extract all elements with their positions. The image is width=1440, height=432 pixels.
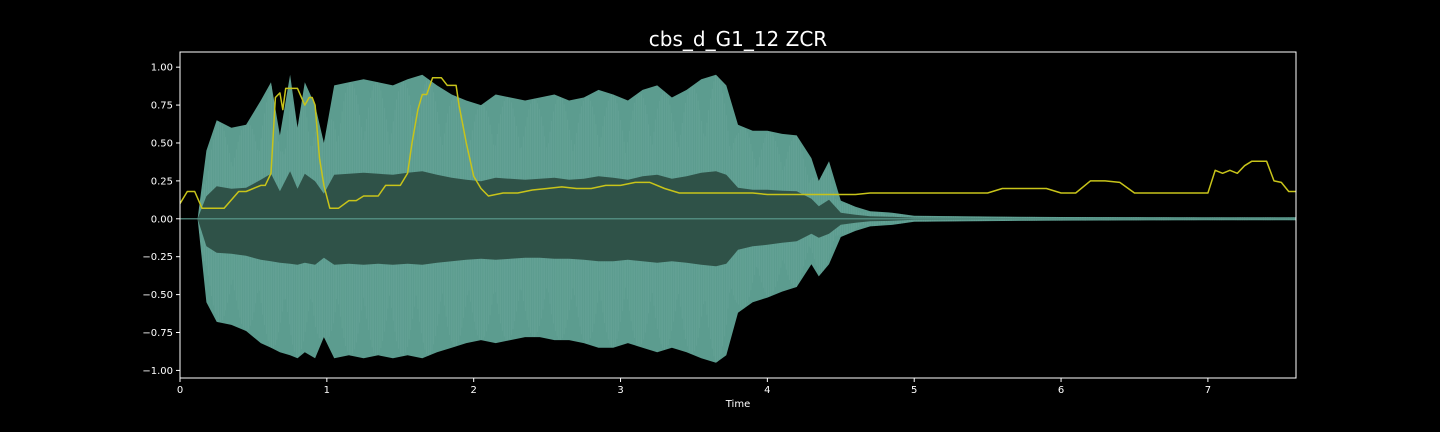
y-tick-label: 0.50 [151, 138, 173, 149]
y-tick-label: −0.75 [142, 328, 173, 339]
y-tick-label: 0.75 [151, 101, 173, 112]
x-axis-ticks: 0 1 2 3 4 5 6 7 [177, 378, 1211, 396]
x-tick-label: 2 [470, 385, 476, 396]
x-tick-label: 3 [617, 385, 623, 396]
y-tick-label: 1.00 [151, 63, 173, 74]
y-tick-label: 0.25 [151, 176, 173, 187]
x-tick-label: 7 [1205, 385, 1211, 396]
y-tick-label: 0.00 [151, 214, 173, 225]
x-tick-label: 5 [911, 385, 917, 396]
zcr-layer [180, 77, 1296, 209]
x-tick-label: 0 [177, 385, 183, 396]
x-axis-label: Time [725, 399, 750, 410]
chart-title: cbs_d_G1_12 ZCR [649, 27, 828, 51]
x-tick-label: 6 [1058, 385, 1064, 396]
waveform-layer [180, 74, 1296, 363]
y-tick-label: −0.25 [142, 252, 173, 263]
x-tick-label: 1 [324, 385, 330, 396]
y-axis-ticks: −1.00 −0.75 −0.50 −0.25 0.00 0.25 0.50 0.75 1.00 [142, 63, 180, 377]
zcr-line [180, 77, 1296, 209]
y-tick-label: −1.00 [142, 366, 173, 377]
y-tick-label: −0.50 [142, 290, 173, 301]
axes-frame [179, 51, 1297, 379]
plot-area [180, 74, 1296, 363]
x-tick-label: 4 [764, 385, 770, 396]
